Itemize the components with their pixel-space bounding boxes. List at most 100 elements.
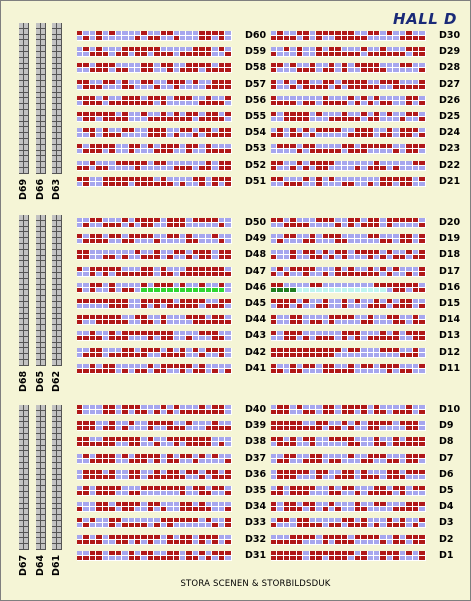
seat[interactable] — [192, 31, 200, 36]
seat[interactable] — [199, 474, 206, 480]
seat[interactable] — [102, 112, 110, 117]
seat[interactable] — [192, 160, 200, 166]
seat[interactable] — [36, 296, 41, 302]
seat[interactable] — [212, 555, 219, 561]
seat[interactable] — [290, 47, 297, 53]
seat[interactable] — [335, 234, 342, 240]
seat[interactable] — [277, 287, 284, 293]
seat[interactable] — [212, 453, 219, 459]
seat[interactable] — [393, 539, 400, 545]
seat[interactable] — [41, 40, 46, 47]
seat[interactable] — [328, 426, 336, 432]
seat[interactable] — [24, 69, 29, 76]
seat[interactable] — [361, 84, 368, 90]
seat[interactable] — [296, 368, 304, 374]
seat[interactable] — [147, 502, 155, 508]
seat[interactable] — [374, 491, 381, 496]
seat[interactable] — [328, 100, 336, 106]
seat[interactable] — [19, 422, 24, 429]
seat[interactable] — [212, 491, 219, 496]
seat[interactable] — [96, 234, 103, 240]
seat[interactable] — [399, 442, 407, 448]
seat[interactable] — [19, 255, 24, 262]
seat[interactable] — [167, 176, 174, 182]
seat[interactable] — [52, 354, 57, 360]
seat[interactable] — [341, 304, 349, 309]
seat[interactable] — [52, 509, 57, 516]
seat[interactable] — [41, 284, 46, 291]
seat[interactable] — [322, 218, 329, 223]
seat[interactable] — [52, 526, 57, 533]
seat[interactable] — [41, 296, 46, 302]
seat[interactable] — [354, 282, 362, 288]
seat[interactable] — [367, 176, 374, 182]
seat[interactable] — [147, 534, 155, 540]
seat[interactable] — [296, 128, 304, 134]
seat[interactable] — [19, 405, 24, 411]
seat[interactable] — [393, 320, 400, 326]
seat[interactable] — [225, 176, 232, 182]
seat[interactable] — [303, 266, 310, 272]
seat[interactable] — [393, 176, 400, 182]
seat[interactable] — [296, 315, 304, 321]
seat[interactable] — [399, 31, 407, 36]
seat[interactable] — [199, 68, 206, 74]
seat[interactable] — [36, 439, 41, 446]
seat[interactable] — [115, 320, 123, 326]
seat[interactable] — [361, 315, 368, 321]
seat[interactable] — [180, 458, 187, 464]
seat[interactable] — [380, 491, 387, 496]
seat[interactable] — [96, 336, 103, 342]
seat[interactable] — [419, 502, 426, 508]
seat[interactable] — [316, 282, 323, 288]
seat[interactable] — [154, 282, 161, 288]
seat[interactable] — [309, 271, 317, 277]
seat[interactable] — [160, 181, 168, 187]
seat[interactable] — [83, 502, 90, 508]
seat[interactable] — [192, 486, 200, 491]
seat[interactable] — [367, 250, 374, 256]
seat[interactable] — [290, 299, 297, 304]
seat[interactable] — [173, 555, 180, 561]
seat[interactable] — [399, 160, 407, 166]
seat[interactable] — [173, 421, 180, 427]
seat[interactable] — [205, 315, 213, 321]
seat[interactable] — [374, 165, 381, 171]
seat[interactable] — [167, 426, 174, 432]
seat[interactable] — [186, 405, 193, 410]
seat[interactable] — [283, 368, 291, 374]
seat[interactable] — [122, 112, 129, 117]
seat[interactable] — [147, 100, 155, 106]
seat[interactable] — [154, 336, 161, 342]
seat[interactable] — [96, 426, 103, 432]
seat[interactable] — [102, 336, 110, 342]
seat[interactable] — [399, 63, 407, 69]
seat[interactable] — [154, 405, 161, 410]
seat[interactable] — [386, 133, 394, 139]
seat[interactable] — [52, 57, 57, 64]
seat[interactable] — [24, 261, 29, 268]
seat[interactable] — [180, 453, 187, 459]
seat[interactable] — [354, 320, 362, 326]
seat[interactable] — [122, 223, 129, 228]
seat[interactable] — [386, 100, 394, 106]
seat[interactable] — [290, 421, 297, 427]
seat[interactable] — [96, 31, 103, 36]
seat[interactable] — [109, 95, 116, 101]
seat[interactable] — [271, 347, 278, 353]
seat[interactable] — [296, 320, 304, 326]
seat[interactable] — [83, 405, 90, 410]
seat[interactable] — [393, 442, 400, 448]
seat[interactable] — [354, 176, 362, 182]
seat[interactable] — [303, 550, 310, 556]
seat[interactable] — [367, 426, 374, 432]
seat[interactable] — [212, 31, 219, 36]
seat[interactable] — [328, 52, 336, 58]
seat[interactable] — [309, 410, 317, 415]
seat[interactable] — [180, 223, 187, 228]
seat[interactable] — [322, 165, 329, 171]
seat[interactable] — [167, 421, 174, 427]
seat[interactable] — [36, 348, 41, 355]
seat[interactable] — [173, 491, 180, 496]
seat[interactable] — [77, 47, 84, 53]
